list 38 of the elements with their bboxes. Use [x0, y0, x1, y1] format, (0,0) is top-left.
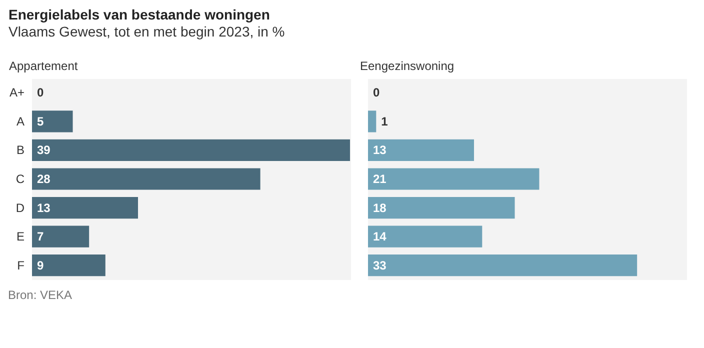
data-label: 18 — [373, 200, 387, 215]
data-label: 1 — [381, 114, 388, 128]
bar — [368, 254, 638, 276]
bar — [32, 168, 260, 190]
data-label: 13 — [373, 143, 387, 158]
bar — [32, 139, 350, 162]
data-label: 14 — [373, 230, 387, 244]
y-tick-label: C — [16, 172, 25, 186]
data-label: 33 — [373, 258, 387, 272]
bar — [32, 196, 138, 219]
bar — [32, 226, 90, 248]
chart-subtitle: Vlaams Gewest, tot en met begin 2023, in % — [8, 24, 285, 40]
bar — [368, 110, 376, 132]
y-tick-label: B — [16, 143, 24, 158]
data-label: 7 — [37, 230, 44, 244]
data-label: 9 — [37, 258, 44, 272]
y-tick-label: A+ — [9, 86, 24, 100]
bar — [368, 226, 482, 248]
data-label: 21 — [373, 172, 387, 186]
text: Bron: VEKA — [7, 287, 74, 302]
data-label: 5 — [37, 114, 44, 128]
y-tick-label: A — [16, 114, 24, 128]
data-label: 0 — [37, 86, 44, 100]
bar — [368, 168, 540, 190]
y-tick-label: E — [16, 230, 24, 244]
bar — [32, 254, 106, 276]
y-tick-label: D — [16, 200, 25, 215]
data-label: 28 — [37, 172, 51, 186]
bar — [32, 110, 73, 132]
data-label: 39 — [37, 143, 51, 158]
bar — [368, 196, 515, 219]
y-tick-label: F — [17, 258, 24, 272]
bar — [368, 139, 474, 162]
data-label: 0 — [373, 86, 380, 100]
text: Eengezinswoning — [360, 59, 454, 73]
chart-title: Energielabels van bestaande woningen — [8, 6, 270, 22]
text: Appartement — [8, 59, 78, 73]
data-label: 13 — [37, 200, 51, 215]
